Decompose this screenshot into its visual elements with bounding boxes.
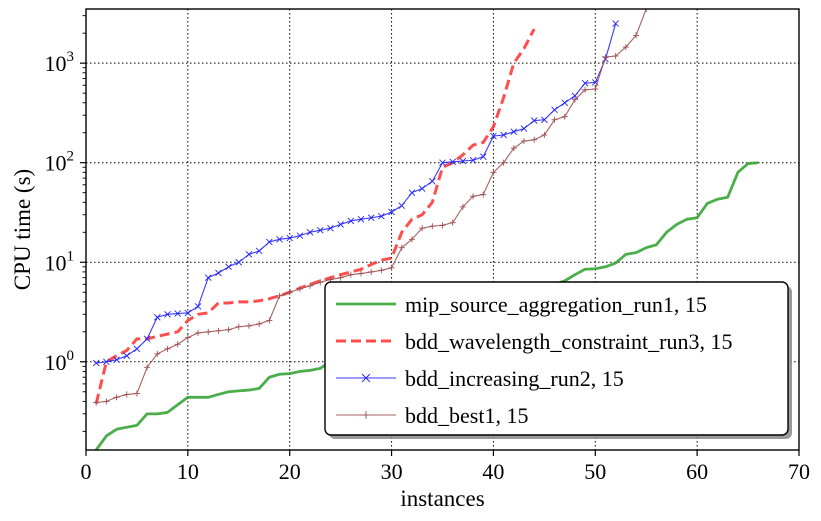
series-line (94, 28, 536, 404)
legend: mip_source_aggregation_run1, 15 bdd_wavel… (324, 281, 792, 439)
y-tick-label: 100 (45, 348, 75, 375)
data-point (92, 359, 100, 367)
data-point (184, 309, 192, 317)
data-point (103, 358, 110, 366)
data-point (551, 106, 558, 114)
data-point (347, 217, 355, 225)
tick-labels: 0 10 20 30 40 50 60 70 100 101 102 103 (45, 49, 811, 484)
plot-frame (85, 8, 800, 451)
legend-label: bdd_best1, 15 (405, 403, 528, 428)
data-point (204, 274, 212, 281)
legend-label: bdd_increasing_run2, 15 (405, 366, 624, 391)
data-point (276, 235, 283, 243)
legend-box (324, 281, 789, 436)
data-point (164, 310, 171, 318)
x-tick-label: 10 (177, 459, 199, 484)
data-point (133, 345, 141, 353)
data-point (520, 125, 528, 132)
data-point (194, 303, 202, 310)
data-point (571, 92, 579, 100)
x-axis-label: instances (400, 486, 484, 511)
data-point (266, 238, 273, 246)
x-tick-label: 70 (788, 459, 810, 484)
data-point (449, 158, 457, 166)
data-point (418, 185, 426, 192)
x-tick-label: 40 (482, 459, 504, 484)
data-point (530, 117, 538, 124)
legend-label: mip_source_aggregation_run1, 15 (405, 292, 707, 317)
data-point (510, 128, 518, 135)
x-tick-label: 60 (686, 459, 708, 484)
data-point (174, 310, 181, 317)
data-point (123, 352, 131, 360)
series-2 (94, 28, 536, 404)
data-point (143, 335, 151, 343)
y-tick-label: 103 (45, 49, 75, 76)
data-point (113, 356, 120, 364)
data-point (388, 208, 395, 216)
ticks (80, 15, 800, 456)
data-point (428, 178, 436, 185)
data-point (235, 258, 243, 266)
data-point (361, 373, 371, 383)
data-point (500, 131, 507, 139)
data-point (378, 212, 385, 220)
data-point (591, 79, 599, 86)
data-point (541, 116, 548, 124)
data-point (367, 214, 375, 222)
data-point (408, 189, 416, 196)
data-point (255, 247, 263, 255)
data-point (245, 251, 253, 258)
x-tick-label: 30 (381, 459, 403, 484)
data-point (561, 99, 569, 107)
data-point (357, 215, 365, 223)
data-point (612, 20, 619, 27)
data-point (327, 224, 334, 232)
data-point (153, 313, 161, 321)
data-point (225, 263, 232, 271)
data-point (469, 156, 477, 164)
data-point (459, 157, 467, 165)
x-tick-label: 0 (81, 459, 92, 484)
legend-label: bdd_wavelength_constraint_run3, 15 (405, 329, 733, 354)
data-point (581, 79, 589, 87)
data-point (337, 221, 344, 228)
y-tick-label: 102 (45, 149, 75, 176)
data-point (316, 226, 324, 234)
data-point (306, 228, 314, 236)
data-point (215, 269, 222, 277)
x-tick-label: 20 (279, 459, 301, 484)
y-axis-label: CPU time (s) (10, 169, 35, 290)
x-tick-label: 50 (584, 459, 606, 484)
series-4 (93, 9, 650, 406)
data-point (439, 159, 446, 167)
data-point (479, 153, 487, 160)
data-point (398, 202, 406, 210)
y-tick-label: 101 (45, 248, 75, 275)
data-point (296, 232, 304, 239)
data-point (286, 234, 294, 242)
series-line (96, 23, 617, 364)
data-point (490, 132, 497, 140)
